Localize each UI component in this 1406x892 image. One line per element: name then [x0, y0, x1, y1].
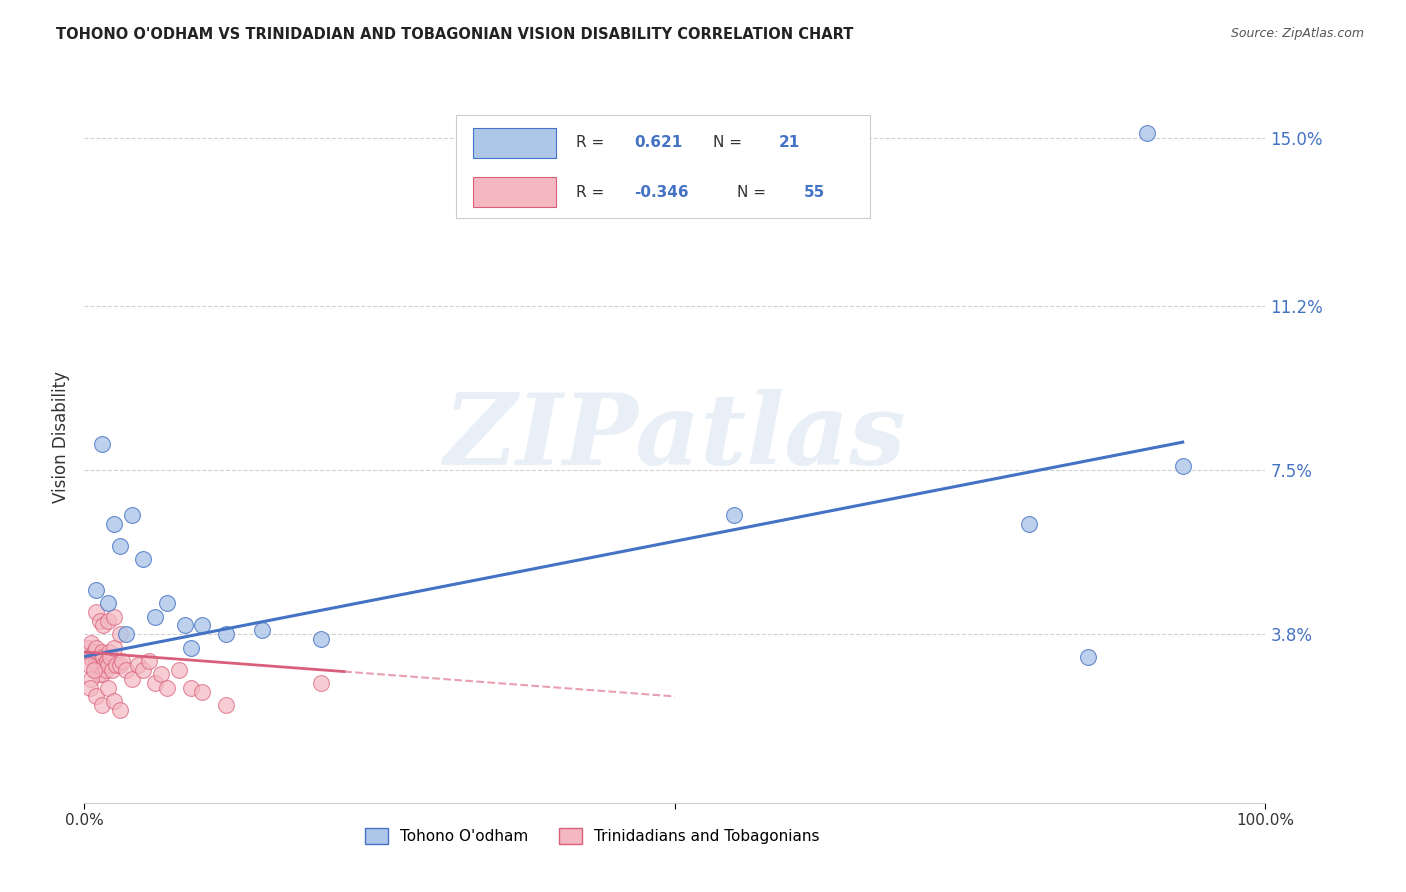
- Point: [84, 663, 107, 677]
- Point: [83, 663, 105, 677]
- Text: TOHONO O'ODHAM VS TRINIDADIAN AND TOBAGONIAN VISION DISABILITY CORRELATION CHART: TOHONO O'ODHAM VS TRINIDADIAN AND TOBAGO…: [56, 27, 853, 42]
- Point: [97, 658, 120, 673]
- Point: [1018, 516, 1040, 531]
- Point: [94, 663, 117, 677]
- Point: [103, 640, 125, 655]
- Point: [121, 508, 143, 522]
- Point: [180, 681, 202, 695]
- Point: [84, 582, 107, 597]
- Point: [127, 658, 149, 673]
- Point: [98, 649, 121, 664]
- Point: [108, 658, 131, 673]
- Point: [143, 609, 166, 624]
- Point: [103, 694, 125, 708]
- Point: [89, 614, 111, 628]
- Point: [91, 436, 114, 450]
- Point: [87, 667, 110, 681]
- Point: [80, 672, 103, 686]
- Point: [103, 609, 125, 624]
- Point: [180, 640, 202, 655]
- Point: [84, 605, 107, 619]
- Point: [143, 676, 166, 690]
- Point: [79, 681, 101, 695]
- Point: [108, 627, 131, 641]
- Point: [80, 636, 103, 650]
- Point: [84, 690, 107, 704]
- Point: [191, 685, 214, 699]
- Point: [114, 663, 136, 677]
- Point: [105, 658, 128, 673]
- Point: [84, 654, 107, 668]
- Point: [114, 627, 136, 641]
- Point: [156, 681, 179, 695]
- Point: [91, 645, 114, 659]
- Point: [91, 667, 114, 681]
- Point: [138, 654, 160, 668]
- Point: [91, 618, 114, 632]
- Y-axis label: Vision Disability: Vision Disability: [52, 371, 70, 503]
- Point: [89, 654, 111, 668]
- Point: [1136, 127, 1159, 141]
- Point: [191, 618, 214, 632]
- Point: [91, 649, 114, 664]
- Point: [215, 627, 238, 641]
- Point: [103, 516, 125, 531]
- Point: [1171, 458, 1194, 473]
- Point: [309, 676, 332, 690]
- Point: [250, 623, 273, 637]
- Point: [96, 654, 118, 668]
- Point: [309, 632, 332, 646]
- Point: [111, 654, 134, 668]
- Point: [723, 508, 745, 522]
- Point: [150, 667, 173, 681]
- Point: [108, 703, 131, 717]
- Point: [132, 663, 155, 677]
- Point: [108, 539, 131, 553]
- Point: [91, 698, 114, 713]
- Point: [90, 658, 112, 673]
- Point: [132, 552, 155, 566]
- Point: [77, 658, 100, 673]
- Legend: Tohono O'odham, Trinidadians and Tobagonians: Tohono O'odham, Trinidadians and Tobagon…: [359, 822, 825, 850]
- Point: [97, 681, 120, 695]
- Point: [156, 596, 179, 610]
- Point: [98, 645, 121, 659]
- Point: [167, 663, 190, 677]
- Point: [100, 663, 122, 677]
- Point: [93, 658, 115, 673]
- Point: [82, 654, 104, 668]
- Text: Source: ZipAtlas.com: Source: ZipAtlas.com: [1230, 27, 1364, 40]
- Point: [86, 658, 108, 673]
- Point: [215, 698, 238, 713]
- Point: [77, 640, 100, 655]
- Point: [1077, 649, 1099, 664]
- Point: [84, 640, 107, 655]
- Text: ZIPatlas: ZIPatlas: [444, 389, 905, 485]
- Point: [97, 596, 120, 610]
- Point: [83, 645, 105, 659]
- Point: [173, 618, 195, 632]
- Point: [79, 649, 101, 664]
- Point: [121, 672, 143, 686]
- Point: [97, 614, 120, 628]
- Point: [87, 649, 110, 664]
